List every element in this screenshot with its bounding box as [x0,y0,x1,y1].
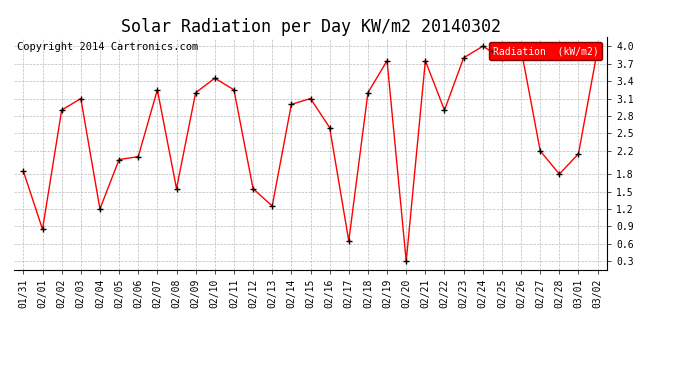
Radiation  (kW/m2) [268,204,277,209]
Radiation  (kW/m2) [383,58,391,63]
Radiation  (kW/m2) [574,152,582,156]
Radiation  (kW/m2) [192,90,200,95]
Radiation  (kW/m2) [134,154,142,159]
Radiation  (kW/m2) [497,56,506,60]
Radiation  (kW/m2) [249,186,257,191]
Radiation  (kW/m2) [230,88,238,92]
Radiation  (kW/m2) [440,108,449,112]
Radiation  (kW/m2) [287,102,295,106]
Radiation  (kW/m2) [402,259,411,264]
Radiation  (kW/m2) [19,169,28,173]
Radiation  (kW/m2) [421,58,429,63]
Radiation  (kW/m2) [517,47,525,51]
Radiation  (kW/m2) [153,88,161,92]
Radiation  (kW/m2) [460,56,468,60]
Radiation  (kW/m2) [115,158,124,162]
Radiation  (kW/m2) [96,207,104,211]
Radiation  (kW/m2) [536,148,544,153]
Radiation  (kW/m2) [57,108,66,112]
Radiation  (kW/m2) [364,90,372,95]
Legend: Radiation  (kW/m2): Radiation (kW/m2) [489,42,602,60]
Radiation  (kW/m2) [593,47,602,51]
Line: Radiation  (kW/m2): Radiation (kW/m2) [21,44,600,264]
Radiation  (kW/m2) [172,186,181,191]
Radiation  (kW/m2) [306,96,315,101]
Radiation  (kW/m2) [344,239,353,243]
Radiation  (kW/m2) [326,125,334,130]
Radiation  (kW/m2) [77,96,85,101]
Radiation  (kW/m2) [210,76,219,81]
Radiation  (kW/m2) [39,227,47,231]
Title: Solar Radiation per Day KW/m2 20140302: Solar Radiation per Day KW/m2 20140302 [121,18,500,36]
Radiation  (kW/m2) [479,44,487,48]
Text: Copyright 2014 Cartronics.com: Copyright 2014 Cartronics.com [17,42,198,52]
Radiation  (kW/m2) [555,172,564,176]
